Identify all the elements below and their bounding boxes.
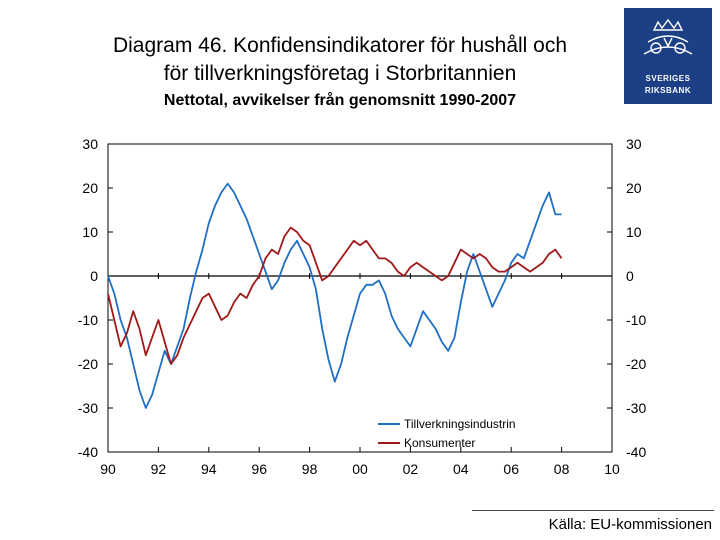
series-line-konsumenter <box>107 226 563 365</box>
source-divider <box>472 510 714 537</box>
x-tick-label: 10 <box>604 461 620 477</box>
plot-frame <box>107 143 613 453</box>
y-tick-label-right: -10 <box>626 312 646 328</box>
y-tick-label-right: 20 <box>626 180 642 196</box>
source-note: Källa: EU-kommissionen <box>548 516 712 533</box>
x-tick-label: 92 <box>151 461 167 477</box>
y-tick-label-right: 0 <box>626 268 634 284</box>
x-tick-label: 00 <box>352 461 368 477</box>
y-tick-label-left: -20 <box>78 356 98 372</box>
legend-label: Tillverkningsindustrin <box>404 417 516 431</box>
logo-text-line-1: SVERIGES <box>645 74 691 83</box>
y-tick-label-left: -40 <box>78 444 98 460</box>
x-tick-label: 04 <box>453 461 469 477</box>
chart-subtitle: Nettotal, avvikelser från genomsnitt 199… <box>163 92 517 109</box>
x-tick-label: 90 <box>100 461 116 477</box>
x-tick-label: 98 <box>302 461 318 477</box>
series-line-tillverkningsindustrin <box>107 182 562 409</box>
x-tick-label: 08 <box>554 461 570 477</box>
y-tick-label-left: 20 <box>82 180 98 196</box>
y-tick-label-left: 0 <box>90 268 98 284</box>
x-tick-label: 94 <box>201 461 217 477</box>
riksbank-logo: SVERIGES RIKSBANK <box>624 8 712 104</box>
y-tick-label-right: 10 <box>626 224 642 240</box>
x-tick-label: 96 <box>251 461 267 477</box>
logo-text-line-2: RIKSBANK <box>644 86 692 95</box>
chart-title-line-2: för tillverkningsföretag i Storbritannie… <box>163 62 517 85</box>
y-tick-label-left: 30 <box>82 136 98 152</box>
y-tick-label-left: -10 <box>78 312 98 328</box>
chart-title-line-1: Diagram 46. Konfidensindikatorer för hus… <box>112 34 568 57</box>
x-tick-label: 06 <box>503 461 519 477</box>
y-tick-label-left: -30 <box>78 400 98 416</box>
y-tick-label-right: -20 <box>626 356 646 372</box>
riksbank-crest-icon <box>643 18 693 55</box>
x-tick-label: 02 <box>403 461 419 477</box>
y-tick-label-left: 10 <box>82 224 98 240</box>
y-tick-label-right: 30 <box>626 136 642 152</box>
y-tick-label-right: -40 <box>626 444 646 460</box>
y-tick-label-right: -30 <box>626 400 646 416</box>
legend-label: Konsumenter <box>404 436 475 450</box>
